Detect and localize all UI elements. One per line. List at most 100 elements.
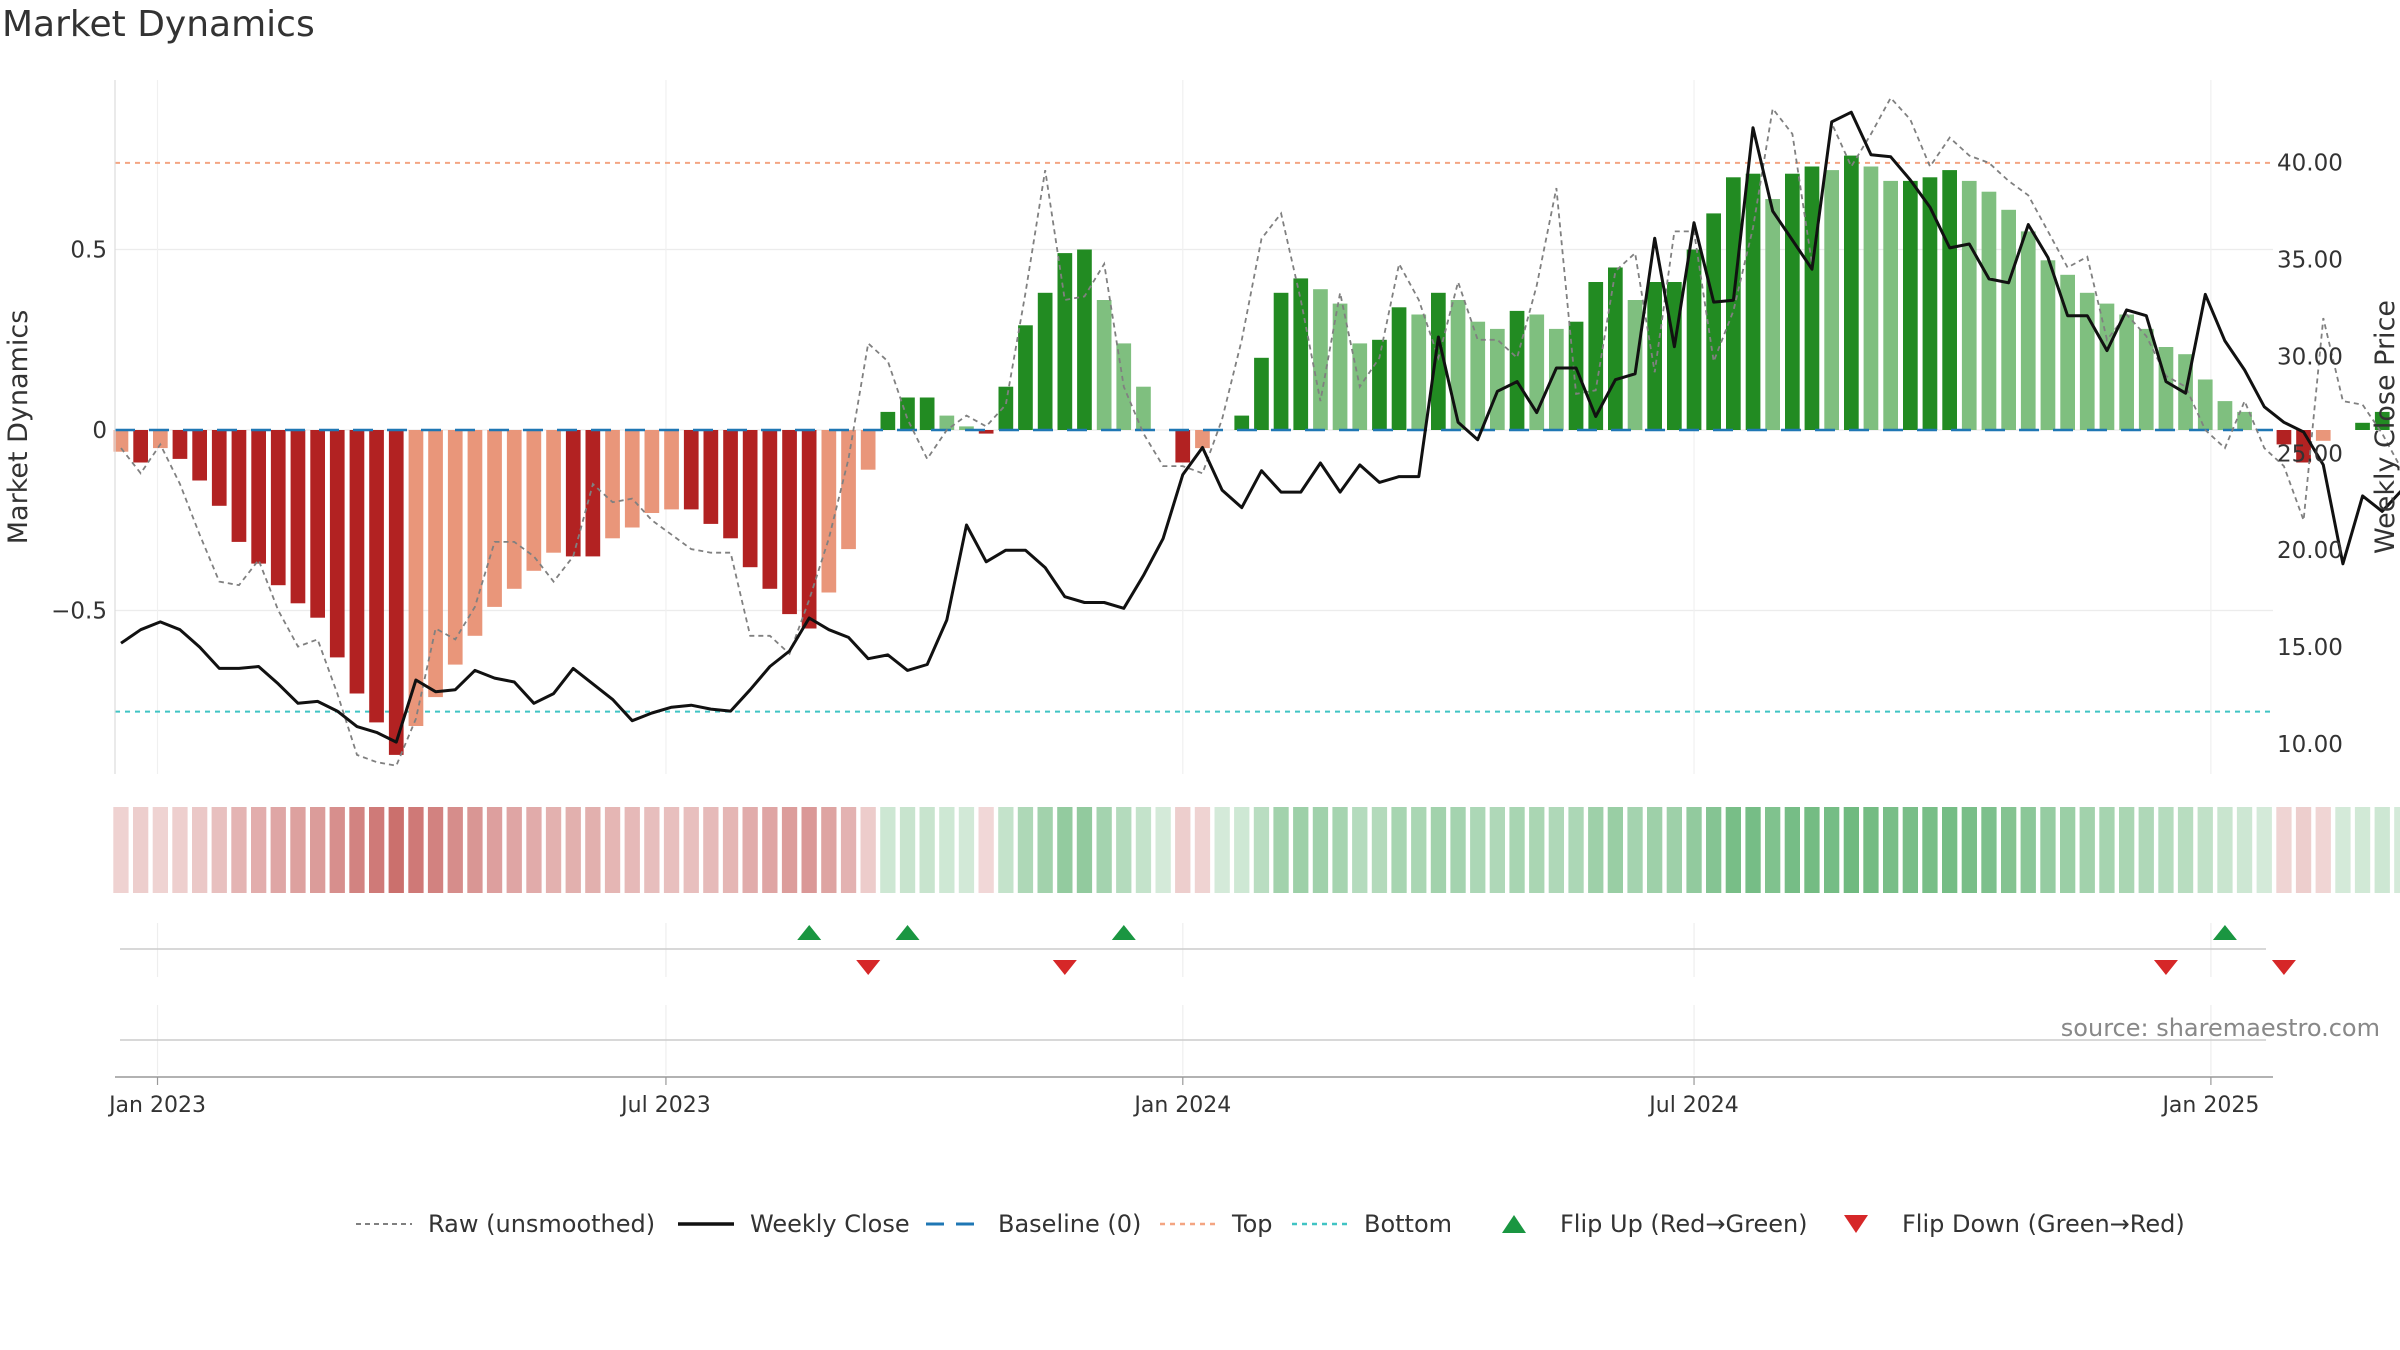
heat-cell (1411, 807, 1427, 893)
heat-cell (2276, 807, 2292, 893)
x-tick-label: Jul 2024 (1647, 1093, 1739, 1118)
dynamics-bar (1961, 180, 1977, 430)
dynamics-bar (1863, 166, 1879, 430)
chart-title: Market Dynamics (2, 4, 315, 45)
dynamics-bar (1981, 191, 1997, 430)
heat-cell (251, 807, 267, 893)
legend-label: Top (1231, 1210, 1273, 1238)
dynamics-bar (1195, 430, 1210, 449)
dynamics-bar (2217, 401, 2233, 430)
dynamics-bar (1804, 166, 1820, 430)
heat-cell (2158, 807, 2174, 893)
heat-cell (1588, 807, 1604, 893)
dynamics-bar (2138, 328, 2154, 430)
dynamics-bar (644, 430, 660, 513)
flip-up-marker (797, 925, 822, 940)
dynamics-bar (133, 430, 148, 463)
x-tick-label: Jan 2023 (107, 1093, 206, 1118)
heat-cell (1037, 807, 1053, 893)
legend-item: Flip Up (Red→Green) (1502, 1210, 1808, 1238)
heat-cell (1470, 807, 1486, 893)
legend-swatch (1502, 1215, 1526, 1233)
y2-tick-label: 35.00 (2277, 248, 2343, 274)
legend-item: Baseline (0) (926, 1210, 1141, 1238)
dynamics-bar (546, 430, 561, 553)
dynamics-bar (192, 430, 207, 481)
heat-cell (1489, 807, 1505, 893)
dynamics-bar (1509, 310, 1525, 430)
dynamics-bar (2197, 379, 2213, 430)
dynamics-bar (251, 430, 266, 564)
dynamics-bar (919, 397, 935, 430)
heat-cell (1942, 807, 1958, 893)
dynamics-bar (2001, 209, 2016, 430)
heat-cell (2119, 807, 2135, 893)
dynamics-bar (1942, 170, 1957, 430)
dynamics-bar (349, 430, 365, 694)
heat-cell (644, 807, 660, 893)
dynamics-bar (1470, 321, 1486, 430)
dynamics-bar (624, 430, 640, 528)
heat-cell (2079, 807, 2095, 893)
heat-cell (1883, 807, 1899, 893)
dynamics-bar (1686, 249, 1702, 430)
y2-tick-label: 20.00 (2277, 538, 2343, 564)
dynamics-bar (408, 430, 424, 726)
dynamics-bar (2099, 303, 2115, 430)
heat-cell (2001, 807, 2017, 893)
dynamics-bar (723, 430, 738, 539)
heat-cell (1096, 807, 1112, 893)
legend-label: Flip Down (Green→Red) (1902, 1210, 2185, 1238)
dynamics-bar (1096, 300, 1112, 430)
heat-cell (2040, 807, 2056, 893)
heat-cell (1627, 807, 1643, 893)
heat-cell (2236, 807, 2253, 893)
dynamics-bar (153, 430, 168, 449)
heat-cell (860, 807, 876, 893)
dynamics-bar (290, 430, 306, 604)
heat-cell (683, 807, 699, 893)
heat-cell (172, 807, 188, 893)
heat-cell (427, 807, 444, 893)
dynamics-bar (1018, 325, 1033, 430)
dynamics-bar (1273, 292, 1289, 430)
heat-cell (781, 807, 798, 893)
dynamics-bar (1588, 282, 1604, 430)
dynamics-bar (821, 430, 837, 593)
dynamics-bar (841, 430, 856, 550)
y2-tick-label: 10.00 (2277, 732, 2343, 758)
dynamics-bar (447, 430, 463, 665)
y2-tick-label: 40.00 (2277, 151, 2343, 177)
y-tick-label: 0.5 (70, 238, 107, 264)
heat-cell (1804, 807, 1820, 893)
heat-cell (1922, 807, 1938, 893)
heat-cell (585, 807, 601, 893)
axes-layer: −0.5 0 0.5 10.00 15.00 20.00 25.00 30.00 35.00 40… (3, 80, 2400, 774)
dynamics-bar (1903, 180, 1918, 430)
dynamics-bar (1745, 173, 1761, 430)
heat-cell (939, 807, 955, 893)
legend-label: Flip Up (Red→Green) (1560, 1210, 1808, 1238)
dynamics-bars (113, 155, 2390, 755)
heat-cell (899, 807, 916, 893)
dynamics-bar (998, 386, 1014, 430)
dynamics-bar (585, 430, 601, 557)
heat-cell (447, 807, 463, 893)
flip-panel (120, 923, 2296, 977)
heat-cell (1725, 807, 1741, 893)
heat-cell (2335, 807, 2351, 893)
heat-cell (1509, 807, 1525, 893)
heat-cell (231, 807, 247, 893)
heat-cell (2217, 807, 2233, 893)
y2-tick-label: 25.00 (2277, 441, 2343, 467)
heat-cell (1273, 807, 1289, 893)
y2-tick-label: 15.00 (2277, 635, 2343, 661)
heat-cell (1824, 807, 1840, 893)
dynamics-bar (1785, 173, 1800, 430)
dynamics-bar (1057, 253, 1073, 430)
heat-cell (624, 807, 640, 893)
heat-cell (506, 807, 522, 893)
heat-cell (1784, 807, 1800, 893)
legend-item: Flip Down (Green→Red) (1844, 1210, 2185, 1238)
